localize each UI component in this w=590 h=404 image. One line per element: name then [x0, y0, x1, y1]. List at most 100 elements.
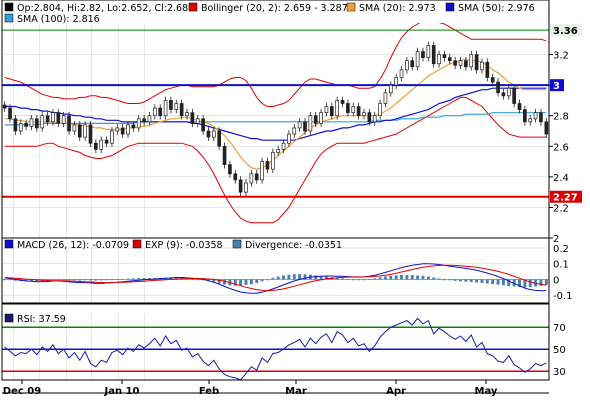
candle-body [185, 112, 189, 117]
divergence-bar [351, 279, 355, 281]
divergence-bar [239, 279, 243, 286]
divergence-bar [260, 279, 264, 282]
hline-label-bg [550, 24, 582, 37]
x-tick-label: May [475, 386, 498, 397]
rsi-tick-label: 30 [553, 367, 566, 378]
candle-body [362, 112, 366, 117]
candle-body [45, 115, 50, 123]
legend-macd-label: MACD (26, 12): -0.0709 [17, 240, 129, 251]
candle-body [415, 51, 420, 68]
divergence-bar [249, 279, 253, 285]
divergence-bar [421, 275, 425, 280]
candle-body [340, 100, 345, 104]
price-tick-label: 2 [553, 234, 559, 245]
divergence-bar [346, 278, 350, 280]
x-tick-label: Jan 10 [104, 386, 140, 397]
candle-body [265, 161, 270, 170]
candle-body [61, 115, 66, 124]
divergence-bar [78, 279, 82, 281]
divergence-bar [217, 279, 221, 284]
divergence-bar [271, 277, 275, 280]
hline-label-bg [550, 79, 564, 92]
divergence-bar [367, 278, 371, 280]
divergence-bar [298, 274, 302, 280]
legend-exp-label: EXP (9): -0.0358 [145, 240, 223, 251]
candle-body [394, 77, 398, 86]
rsi-tick-label: 50 [553, 345, 566, 356]
candle-body [190, 112, 195, 124]
legend-sma50-label: SMA (50): 2.976 [458, 3, 535, 14]
divergence-bar [410, 275, 414, 280]
candle-body [94, 142, 98, 150]
candle-body [437, 54, 441, 65]
candle-body [206, 130, 211, 138]
rsi-tick-label: 70 [553, 323, 566, 334]
candle-body [319, 112, 323, 124]
candle-body [378, 103, 382, 117]
rsi-line [4, 317, 547, 381]
legend-macd-swatch [4, 239, 14, 249]
price-tick-label: 2.2 [553, 203, 569, 214]
candle-body [281, 142, 286, 150]
x-tick-label: Feb [199, 386, 219, 397]
candle-body [469, 54, 474, 68]
divergence-bar [448, 279, 452, 281]
candle-body [329, 106, 334, 117]
x-tick-label: Dec 09 [3, 386, 41, 397]
candle-body [13, 118, 18, 132]
divergence-bar [67, 279, 71, 281]
macd-tick-label: -0.1 [553, 291, 573, 302]
divergence-bar [373, 278, 377, 280]
divergence-bar [292, 274, 296, 280]
candle-body [260, 161, 264, 181]
divergence-bar [491, 279, 495, 284]
candle-body [233, 173, 238, 181]
candle-body [496, 81, 500, 94]
candle-body [480, 61, 484, 71]
divergence-bar [137, 278, 141, 280]
divergence-bar [426, 276, 430, 280]
candle-body [2, 104, 7, 109]
candle-body [174, 103, 179, 110]
candle-body [56, 112, 61, 124]
exp-line [4, 264, 547, 292]
candle-body [458, 60, 463, 66]
candle-body [539, 112, 543, 123]
divergence-bar [464, 279, 468, 282]
candle-body [212, 130, 216, 138]
candle-body [244, 182, 248, 193]
divergence-bar [223, 279, 227, 285]
divergence-bar [319, 275, 323, 280]
candle-body [83, 124, 87, 138]
hline-label: 2.27 [553, 193, 578, 204]
candle-body [292, 127, 297, 135]
divergence-bar [485, 279, 489, 284]
candle-body [297, 121, 302, 129]
price-legend-bg [3, 1, 548, 23]
legend-bollinger-swatch [188, 2, 198, 12]
candle-body [346, 103, 350, 114]
sma100-line [4, 112, 547, 126]
candle-body [447, 57, 452, 62]
divergence-bar [148, 278, 151, 280]
divergence-bar [507, 279, 511, 287]
divergence-bar [480, 279, 484, 283]
legend-sma20-label: SMA (20): 2.973 [359, 3, 436, 14]
candle-body [104, 139, 109, 144]
divergence-bar [416, 275, 420, 280]
candle-body [442, 54, 447, 58]
legend-sma20-swatch [346, 2, 356, 12]
candle-body [533, 112, 538, 120]
macd-line [4, 263, 547, 294]
divergence-bar [437, 278, 441, 280]
candle-body [142, 118, 146, 123]
candle-body [372, 115, 377, 123]
candle-body [153, 107, 157, 117]
divergence-bar [8, 279, 12, 281]
divergence-bar [442, 279, 446, 281]
bollinger-upper-line [4, 18, 547, 107]
candle-body [544, 121, 549, 135]
candle-body [335, 100, 339, 117]
price-tick-label: 3.2 [553, 51, 569, 62]
